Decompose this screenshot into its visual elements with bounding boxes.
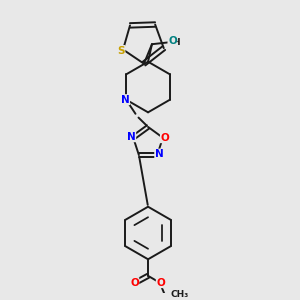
Text: O: O — [160, 133, 169, 143]
Text: N: N — [155, 149, 164, 159]
Text: O: O — [156, 278, 165, 288]
Text: O: O — [168, 36, 177, 46]
Text: CH₃: CH₃ — [170, 290, 189, 299]
Text: N: N — [121, 95, 130, 105]
Text: N: N — [127, 132, 136, 142]
Text: S: S — [117, 46, 125, 56]
Text: O: O — [130, 278, 139, 288]
Text: H: H — [172, 38, 180, 47]
